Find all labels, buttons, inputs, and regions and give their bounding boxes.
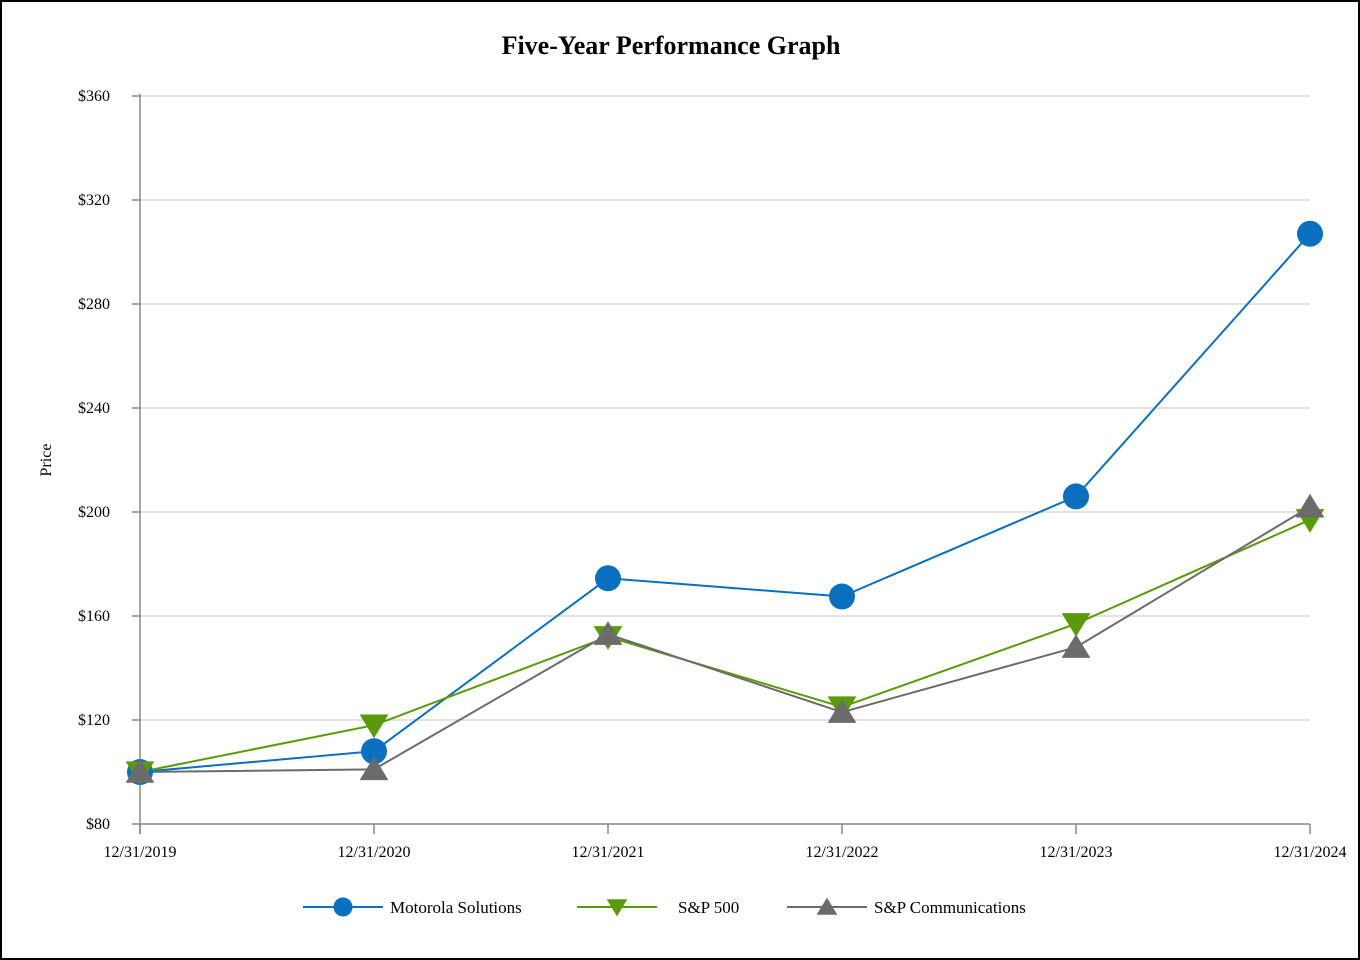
series-line-sandp-500 [139, 518, 1311, 773]
legend: Motorola Solutions S&P 500 S&P Communicati… [303, 897, 1026, 917]
x-tick-label: 12/31/2019 [104, 844, 177, 861]
y-tick-label: $320 [78, 192, 110, 209]
point-motorola-solutions [829, 583, 855, 610]
gridlines [140, 95, 1310, 721]
series-lines [139, 233, 1311, 773]
legend-item-sandp-500: S&P 500 [577, 898, 739, 917]
y-tick-label: $360 [78, 88, 110, 105]
point-motorola-solutions [361, 738, 387, 765]
legend-label: S&P Communications [874, 898, 1026, 917]
point-sandp-communications [125, 758, 155, 783]
point-sandp-500 [1061, 613, 1091, 637]
axes [132, 94, 1311, 834]
legend-label: Motorola Solutions [390, 898, 522, 917]
x-tick-label: 12/31/2023 [1040, 844, 1113, 861]
y-tick-label: $80 [86, 816, 110, 833]
point-sandp-500 [359, 714, 389, 739]
x-tick-label: 12/31/2024 [1274, 844, 1347, 861]
point-sandp-communications [1295, 493, 1325, 518]
y-tick-label: $240 [78, 400, 110, 417]
legend-item-motorola-solutions: Motorola Solutions [303, 897, 522, 917]
y-axis-label: Price [38, 444, 55, 477]
legend-label: S&P 500 [678, 898, 739, 917]
point-sandp-communications [827, 699, 857, 723]
point-sandp-communications [1061, 634, 1091, 658]
y-tick-label: $160 [78, 608, 110, 625]
chart-title: Five-Year Performance Graph [502, 31, 841, 60]
y-tick-label: $200 [78, 504, 110, 521]
legend-marker-circle [333, 897, 353, 917]
x-tick-label: 12/31/2021 [572, 844, 645, 861]
x-tick-label: 12/31/2022 [806, 844, 879, 861]
legend-item-sandp-communications: S&P Communications [787, 897, 1026, 917]
point-motorola-solutions [1297, 220, 1323, 247]
point-sandp-communications [593, 621, 623, 645]
series-line-sandp-communications [139, 505, 1311, 773]
point-sandp-communications [359, 756, 389, 781]
point-motorola-solutions [595, 565, 621, 592]
point-motorola-solutions [1063, 483, 1089, 510]
y-tick-label: $280 [78, 296, 110, 313]
legend-marker-triangle-down [606, 899, 628, 917]
legend-marker-triangle-up [816, 897, 838, 915]
series-markers [125, 220, 1325, 786]
x-tick-label: 12/31/2020 [338, 844, 411, 861]
y-tick-label: $120 [78, 712, 110, 729]
y-tick-labels: $80 $120 $160 $200 $240 $280 $320 $360 [78, 88, 110, 833]
x-tick-labels: 12/31/2019 12/31/2020 12/31/2021 12/31/2022… [104, 844, 1347, 861]
series-line-motorola-solutions [139, 233, 1311, 773]
